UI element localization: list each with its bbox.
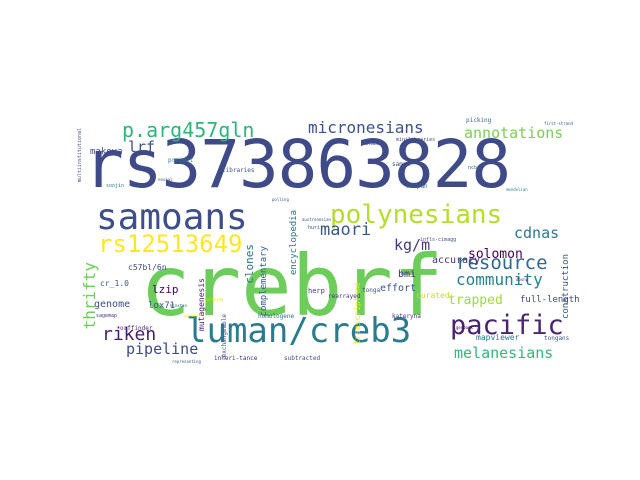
word-ncbi: ncbi <box>468 165 481 171</box>
word-melanesians: melanesians <box>454 344 554 362</box>
word-pacific: pacific <box>450 310 564 341</box>
word-full-length: full-length <box>520 295 580 305</box>
word-mapviewer: mapviewer <box>476 333 520 342</box>
word-samoans: samoans <box>96 197 248 238</box>
word-first-strand: first-strand <box>544 121 573 126</box>
word-cloud: crebrf rs373863828 samoans luman/creb3 p… <box>76 117 580 372</box>
word-kg-m: kg/m <box>394 236 431 254</box>
word-tongans: tongans <box>544 335 570 342</box>
word-makova: makova <box>90 147 123 157</box>
word-rs373863828: rs373863828 <box>84 126 511 203</box>
word-polynesians: polynesians <box>330 200 503 230</box>
word-exchangeable: exchangeable <box>221 314 228 358</box>
word-resource: resource <box>456 252 548 274</box>
word-herp: herp <box>308 287 325 295</box>
word-cr-1-0: cr_1.0 <box>100 279 129 288</box>
word-lzip: lzip <box>152 283 179 296</box>
word-infls-cimagg: infls-cimagg <box>420 237 457 243</box>
word-p-arg457gln: p.arg457gln <box>122 118 255 142</box>
word-cdnas: cdnas <box>514 224 560 242</box>
word-libraries: libraries <box>222 167 255 174</box>
word-dbsnp: dbsnp <box>516 277 529 282</box>
word-minilibraries: minilibraries <box>396 137 436 143</box>
word-riken: riken <box>102 324 157 345</box>
word-multiinstitutional: multiinstitutional <box>77 128 83 183</box>
word-luman-creb3: luman/creb3 <box>186 311 412 351</box>
word-orffinder: orffinder <box>120 325 153 332</box>
word-database: database <box>362 141 387 147</box>
word-effort: effort <box>380 283 417 294</box>
word-lox71: lox71 <box>148 301 176 311</box>
word-encyclopedia: encyclopedia <box>289 210 299 276</box>
word-austronesian: austronesian <box>302 217 331 222</box>
word-maori: maori <box>320 220 372 240</box>
word-mutagenesis: mutagenesis <box>197 278 206 331</box>
word-soojin: soojin <box>106 183 125 189</box>
word-sagemap: sagemap <box>96 313 118 319</box>
word-annotations: annotations <box>464 124 564 142</box>
word-hinxton: hinxton <box>170 303 187 308</box>
word-complementary: complementary <box>259 246 269 317</box>
word-picking: picking <box>466 117 492 124</box>
word-micronesians: micronesians <box>308 118 424 137</box>
word-clones: clones <box>243 244 256 284</box>
word-huri: huri <box>308 225 321 231</box>
word-transcriptome: transcriptome <box>353 282 362 345</box>
word-samoa: samoa <box>392 161 411 168</box>
word-genbank: genbank <box>456 325 473 330</box>
word-solomon: solomon <box>468 247 523 262</box>
word-curated: curated <box>416 291 450 300</box>
word-thrifty: thrifty <box>80 262 99 330</box>
word-genomic: genomic <box>184 313 201 318</box>
word-pipeline: pipeline <box>126 340 199 358</box>
word-representing: representing <box>172 359 201 364</box>
word-lrf: lrf <box>128 138 156 156</box>
word-kateryna: kateryna <box>392 313 421 320</box>
word-saipan: saipan <box>406 183 428 190</box>
word-curation: curation <box>204 297 224 302</box>
word-neural: neural <box>158 177 173 182</box>
word-polling: polling <box>272 197 289 202</box>
word-loxxx: loxxx <box>170 183 186 189</box>
word-bmi: bmi <box>398 269 417 280</box>
word-crebrf: crebrf <box>140 237 444 335</box>
word-genome: genome <box>94 299 131 310</box>
word-subtracted: subtracted <box>284 355 321 362</box>
word-homologene: homologene <box>258 313 295 320</box>
word-community: community <box>456 270 543 289</box>
word-mendelian: mendelian <box>506 187 528 192</box>
word-accuracy: accuracy <box>432 255 481 266</box>
word-tonga: tonga <box>362 287 381 294</box>
word-project: project <box>168 157 194 164</box>
word-c57bl-6n: c57bl/6n <box>128 263 167 272</box>
word-inheri-tance: inheri-tance <box>214 355 258 362</box>
word-rs12513649: rs12513649 <box>98 230 243 258</box>
word-rearrayed: rearrayed <box>328 293 361 300</box>
word-construction: construction <box>561 254 571 320</box>
word-trapped: trapped <box>448 293 503 308</box>
